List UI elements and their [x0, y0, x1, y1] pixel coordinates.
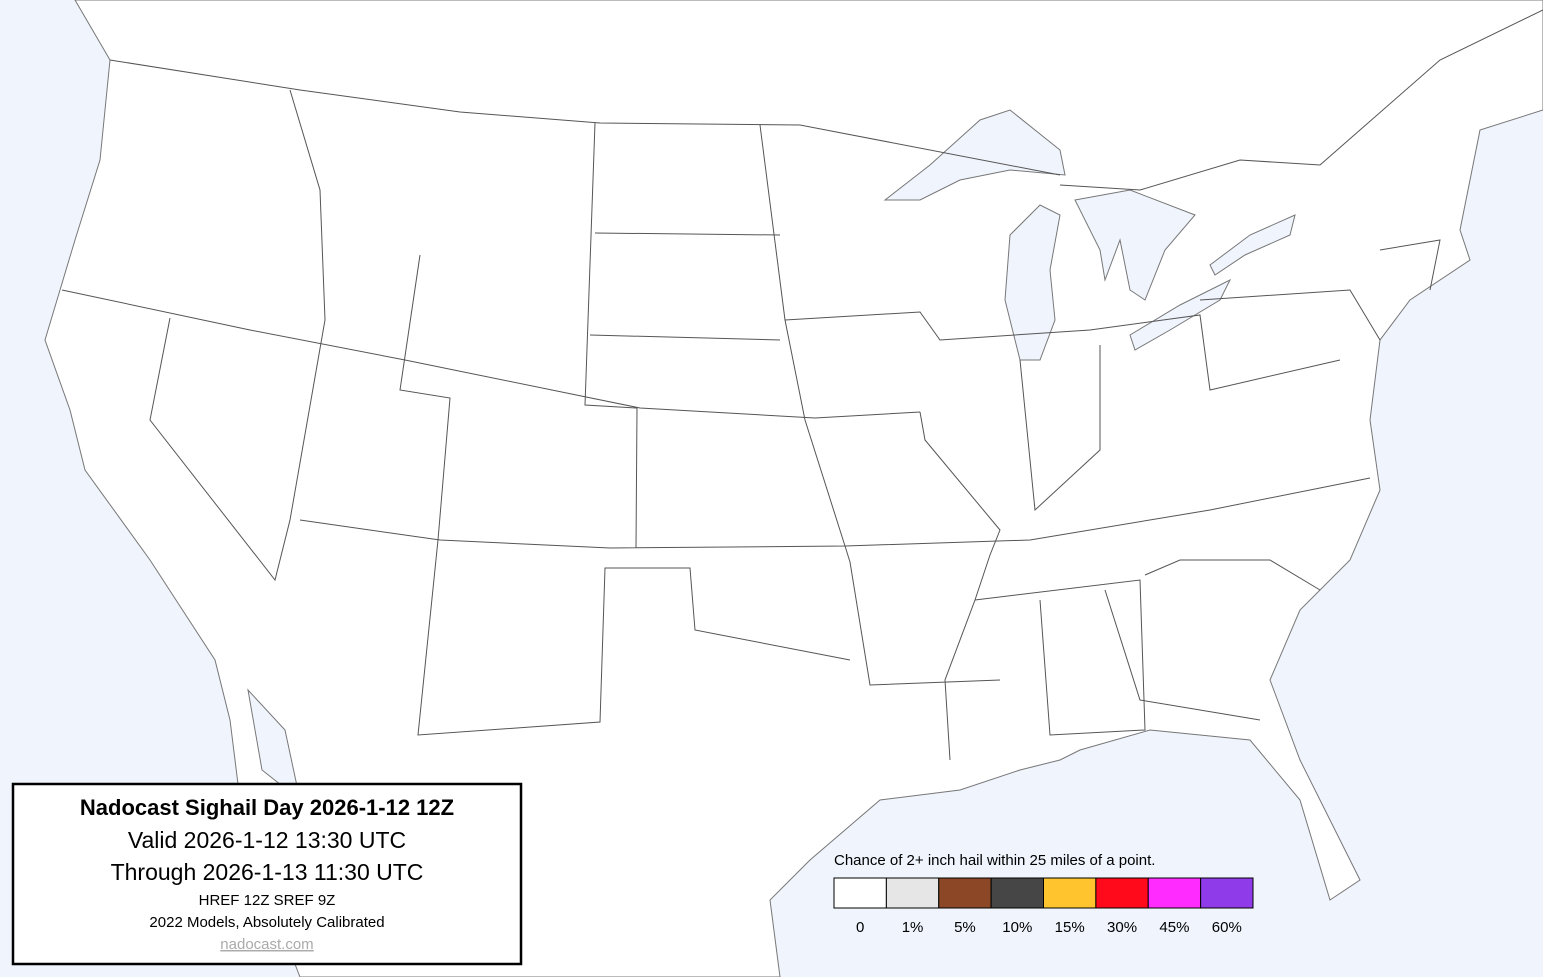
legend-label: 0 — [856, 919, 864, 936]
legend-swatch — [1095, 877, 1149, 909]
lake-ontario — [1209, 214, 1296, 276]
legend-label: 5% — [954, 919, 976, 936]
legend-label: 30% — [1107, 919, 1137, 936]
legend: 0 1% 5% 10% 15% 30% 45% 60% — [833, 877, 1254, 936]
lake-huron — [1074, 189, 1196, 301]
legend-label: 15% — [1055, 919, 1085, 936]
legend-swatch — [990, 877, 1044, 909]
info-through: Through 2026-1-13 11:30 UTC — [111, 859, 424, 885]
borders — [61, 9, 1543, 761]
info-box — [11, 782, 523, 966]
lake-erie — [1129, 278, 1232, 351]
lake-superior — [883, 109, 1066, 201]
legend-swatch — [833, 877, 887, 909]
legend-swatch — [1147, 877, 1202, 909]
legend-swatch — [1043, 877, 1097, 909]
legend-swatch — [938, 877, 992, 909]
legend-caption: Chance of 2+ inch hail within 25 miles o… — [834, 852, 1155, 869]
info-title: Nadocast Sighail Day 2026-1-12 12Z — [80, 795, 454, 820]
info-calibration: 2022 Models, Absolutely Calibrated — [149, 914, 384, 931]
info-link[interactable]: nadocast.com — [220, 936, 313, 953]
legend-label: 1% — [902, 919, 924, 936]
legend-label: 10% — [1002, 919, 1032, 936]
legend-swatch — [885, 877, 940, 909]
legend-label: 60% — [1212, 919, 1242, 936]
lake-michigan — [1004, 204, 1061, 361]
info-valid: Valid 2026-1-12 13:30 UTC — [128, 827, 406, 853]
info-models: HREF 12Z SREF 9Z — [199, 892, 336, 909]
legend-swatch — [1200, 877, 1254, 909]
legend-label: 45% — [1159, 919, 1189, 936]
